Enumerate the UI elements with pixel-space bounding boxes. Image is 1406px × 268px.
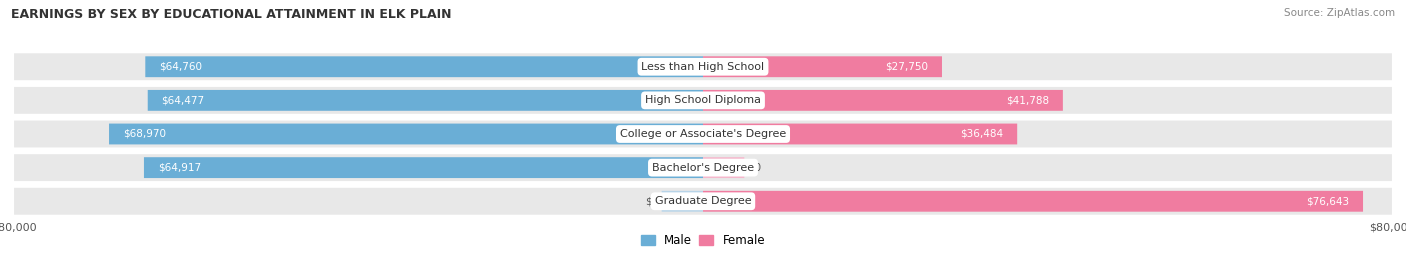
FancyBboxPatch shape bbox=[703, 124, 1017, 144]
Text: Graduate Degree: Graduate Degree bbox=[655, 196, 751, 206]
Text: $64,917: $64,917 bbox=[157, 163, 201, 173]
Text: $64,760: $64,760 bbox=[159, 62, 202, 72]
FancyBboxPatch shape bbox=[662, 191, 703, 212]
FancyBboxPatch shape bbox=[14, 87, 1392, 114]
FancyBboxPatch shape bbox=[703, 157, 744, 178]
Text: $76,643: $76,643 bbox=[1306, 196, 1350, 206]
FancyBboxPatch shape bbox=[14, 188, 1392, 215]
Text: $36,484: $36,484 bbox=[960, 129, 1004, 139]
Text: $64,477: $64,477 bbox=[162, 95, 205, 105]
FancyBboxPatch shape bbox=[143, 157, 703, 178]
Text: EARNINGS BY SEX BY EDUCATIONAL ATTAINMENT IN ELK PLAIN: EARNINGS BY SEX BY EDUCATIONAL ATTAINMEN… bbox=[11, 8, 451, 21]
Text: $0: $0 bbox=[645, 196, 658, 206]
Text: College or Associate's Degree: College or Associate's Degree bbox=[620, 129, 786, 139]
Text: Bachelor's Degree: Bachelor's Degree bbox=[652, 163, 754, 173]
FancyBboxPatch shape bbox=[110, 124, 703, 144]
Legend: Male, Female: Male, Female bbox=[636, 229, 770, 252]
Text: $0: $0 bbox=[748, 163, 761, 173]
FancyBboxPatch shape bbox=[148, 90, 703, 111]
FancyBboxPatch shape bbox=[703, 56, 942, 77]
FancyBboxPatch shape bbox=[703, 191, 1362, 212]
Text: Source: ZipAtlas.com: Source: ZipAtlas.com bbox=[1284, 8, 1395, 18]
FancyBboxPatch shape bbox=[703, 90, 1063, 111]
FancyBboxPatch shape bbox=[145, 56, 703, 77]
Text: $41,788: $41,788 bbox=[1005, 95, 1049, 105]
Text: $68,970: $68,970 bbox=[122, 129, 166, 139]
Text: High School Diploma: High School Diploma bbox=[645, 95, 761, 105]
FancyBboxPatch shape bbox=[14, 154, 1392, 181]
FancyBboxPatch shape bbox=[14, 53, 1392, 80]
Text: Less than High School: Less than High School bbox=[641, 62, 765, 72]
FancyBboxPatch shape bbox=[14, 121, 1392, 147]
Text: $27,750: $27,750 bbox=[886, 62, 928, 72]
